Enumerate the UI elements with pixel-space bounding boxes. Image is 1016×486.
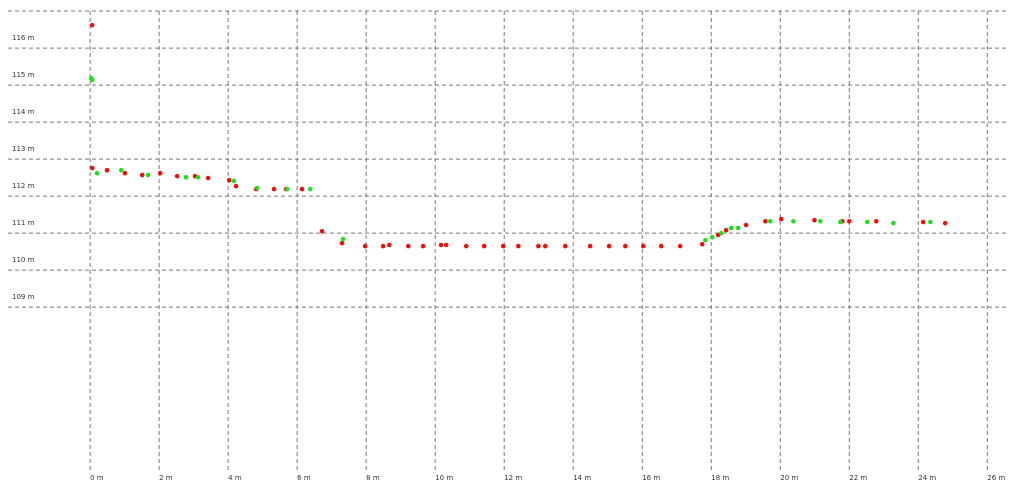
x-tick-label: 0 m [90,474,104,482]
point [94,170,100,176]
point [728,225,734,231]
point [791,219,796,224]
point [145,172,151,178]
point [89,77,95,83]
point [89,165,95,171]
point [723,227,729,233]
point [420,243,426,249]
point [122,170,128,176]
x-tick-label: 18 m [711,474,729,482]
point [118,167,124,173]
point [778,216,784,222]
point [443,242,449,248]
point [183,174,189,180]
y-tick-label: 112 m [12,182,35,190]
x-tick-label: 16 m [642,474,660,482]
x-tick-label: 20 m [780,474,798,482]
y-tick-label: 111 m [12,219,35,227]
point [542,243,548,249]
point [481,243,487,249]
point [817,219,823,224]
x-tick-label: 8 m [366,474,380,482]
point [299,186,305,192]
point [205,175,211,181]
point [284,186,290,192]
point [386,242,392,248]
y-tick-label: 110 m [12,256,35,264]
x-tick-label: 2 m [159,474,173,482]
point [500,243,506,249]
point [362,243,368,249]
point [271,186,277,192]
point [157,170,163,176]
point [767,219,773,224]
point [640,243,646,249]
point [942,220,948,226]
point [380,243,386,249]
point [233,183,239,189]
point [703,237,708,243]
x-tick-label: 6 m [297,474,311,482]
point [139,172,145,178]
point [763,219,768,224]
point [195,174,201,180]
y-tick-label: 109 m [12,293,35,301]
point [438,242,444,248]
point [709,234,715,240]
x-tick-label: 26 m [987,474,1005,482]
y-tick-label: 115 m [12,71,35,79]
point [307,186,313,192]
point [319,228,325,234]
point [718,230,724,236]
x-tick-label: 4 m [228,474,242,482]
point [891,220,896,226]
point [928,219,933,225]
point [743,222,749,228]
point [658,243,664,249]
x-tick-label: 14 m [573,474,591,482]
point [516,243,521,249]
point [864,219,870,225]
y-tick-label: 116 m [12,34,35,42]
point [536,243,541,249]
point [89,22,95,28]
point [104,167,110,173]
point [606,243,612,249]
point [340,236,346,242]
point [812,217,817,223]
x-tick-label: 12 m [504,474,522,482]
x-tick-label: 24 m [918,474,936,482]
point [463,243,469,249]
point [920,219,926,225]
point [623,243,628,249]
point [735,225,741,231]
point [231,178,237,184]
point [873,219,879,224]
point [562,243,568,249]
point [677,243,683,249]
point [587,243,593,249]
x-tick-label: 10 m [435,474,453,482]
point [699,241,705,247]
point [846,219,852,224]
point [837,219,843,225]
point [405,243,411,249]
point [254,185,260,191]
point [339,240,345,246]
point [226,177,232,183]
y-tick-label: 113 m [12,145,35,153]
point [174,173,180,179]
x-tick-label: 22 m [849,474,867,482]
y-tick-label: 114 m [12,108,35,116]
